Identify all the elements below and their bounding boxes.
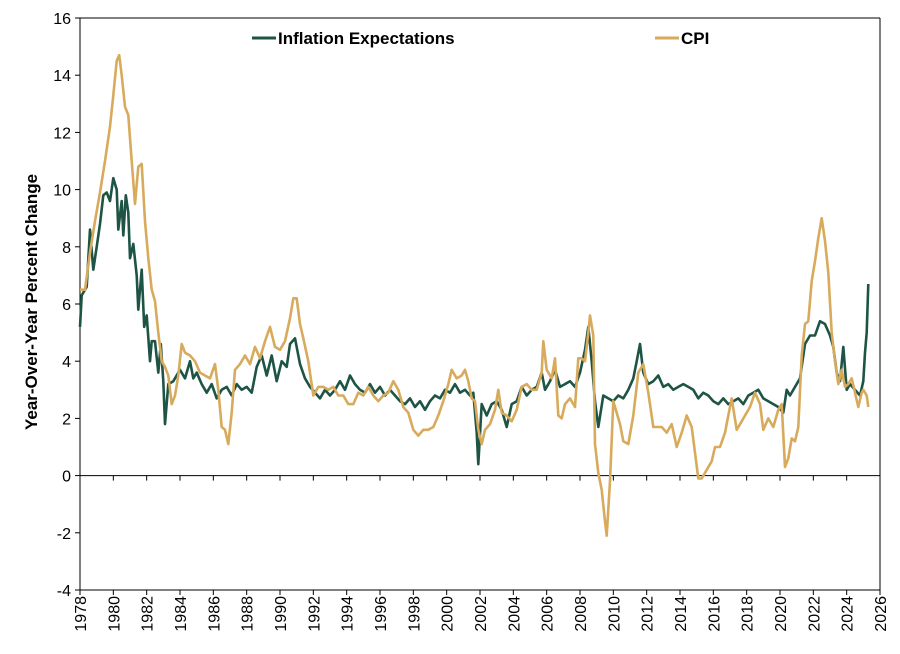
x-tick-label: 2000 — [440, 596, 457, 632]
y-tick-label: -2 — [57, 526, 71, 543]
legend-label: CPI — [681, 29, 709, 48]
y-tick-label: -4 — [57, 583, 71, 600]
y-tick-label: 2 — [62, 411, 71, 428]
y-tick-label: 16 — [53, 11, 71, 28]
legend: Inflation Expectations CPI — [252, 29, 709, 48]
x-tick-label: 2024 — [840, 596, 857, 632]
tick-labels: -4 -2 0 2 4 6 8 10 12 14 16 1978 1980 1982 1984 1986 198… — [53, 11, 890, 632]
x-tick-label: 1982 — [140, 596, 157, 632]
y-axis-title: Year-Over-Year Percent Change — [22, 174, 41, 430]
x-tick-label: 1988 — [240, 596, 257, 632]
x-tick-label: 2022 — [806, 596, 823, 632]
x-tick-label: 2004 — [506, 596, 523, 632]
x-tick-label: 1984 — [173, 596, 190, 632]
y-tick-label: 6 — [62, 297, 71, 314]
y-tick-label: 14 — [53, 68, 71, 85]
x-tick-label: 2018 — [740, 596, 757, 632]
y-tick-label: 12 — [53, 125, 71, 142]
y-tick-label: 10 — [53, 183, 71, 200]
x-tick-label: 1986 — [206, 596, 223, 632]
x-tick-label: 1990 — [273, 596, 290, 632]
legend-label: Inflation Expectations — [278, 29, 455, 48]
y-tick-label: 0 — [62, 469, 71, 486]
axes — [75, 17, 881, 595]
inflation-expectations-line — [78, 176, 870, 466]
x-tick-label: 1980 — [106, 596, 123, 632]
x-tick-label: 1994 — [340, 596, 357, 632]
x-tick-label: 1996 — [373, 596, 390, 632]
x-tick-label: 2002 — [473, 596, 490, 632]
x-tick-label: 1978 — [73, 596, 90, 632]
series-lines — [78, 53, 870, 537]
x-tick-label: 2006 — [540, 596, 557, 632]
x-tick-label: 1998 — [406, 596, 423, 632]
x-tick-label: 2012 — [640, 596, 657, 632]
x-tick-label: 2016 — [706, 596, 723, 632]
x-tick-label: 1992 — [306, 596, 323, 632]
cpi-line — [80, 53, 870, 537]
x-tick-label: 2010 — [606, 596, 623, 632]
x-tick-label: 2008 — [573, 596, 590, 632]
x-tick-label: 2026 — [873, 596, 890, 632]
y-tick-label: 8 — [62, 240, 71, 257]
y-tick-label: 4 — [62, 354, 71, 371]
x-tick-label: 2014 — [673, 596, 690, 632]
x-tick-label: 2020 — [773, 596, 790, 632]
